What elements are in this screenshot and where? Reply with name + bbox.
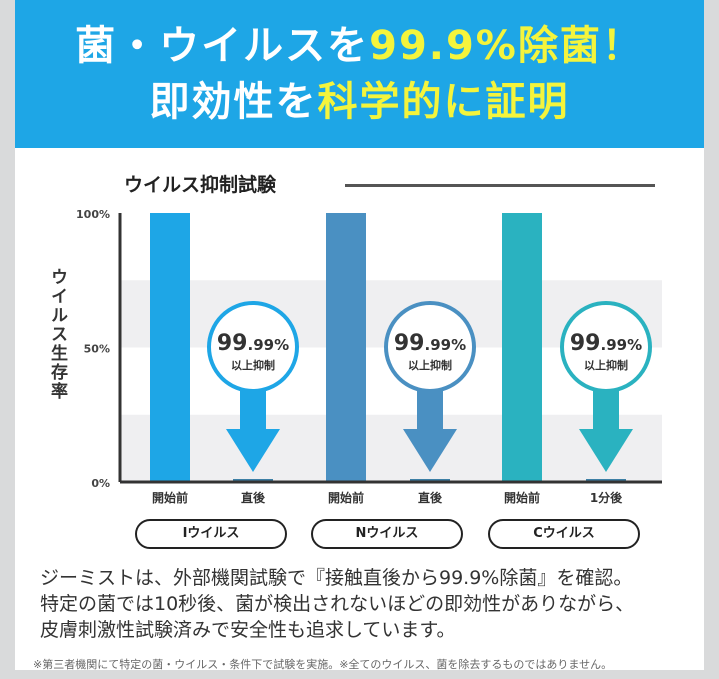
badge-circle [384,301,476,393]
arrow-shaft [593,387,619,432]
arrow-down-icon [403,429,457,472]
badge-subtext: 以上抑制 [408,358,452,372]
arrow-shaft [240,387,266,432]
grid-band [120,414,662,482]
bar [502,213,542,482]
group-label-n: Nウイルス [311,519,463,549]
x-tick-label: 開始前 [152,490,188,505]
badge-value: 99.99% [217,331,289,356]
title-divider [345,184,655,187]
y-tick-label: 100% [76,208,110,221]
badge-value: 99.99% [394,331,466,356]
arrow-shaft [417,387,443,432]
arrow-down-icon [579,429,633,472]
bar [326,213,366,482]
description-line: 皮膚刺激性試験済みで安全性も追求しています。 [40,619,456,641]
badge-circle [560,301,652,393]
group-label-c: Cウイルス [488,519,640,549]
badge-subtext: 以上抑制 [584,358,628,372]
badge-subtext: 以上抑制 [231,358,275,372]
header-banner: 菌・ウイルスを99.9%除菌！ 即効性を科学的に証明 [15,0,704,148]
x-tick-label: 開始前 [504,490,540,505]
headline-2b: 科学的に証明 [317,79,570,125]
y-axis-label: ウイルス生存率 [47,268,67,401]
footnote: ※第三者機関にて特定の菌・ウイルス・条件下で試験を実施。※全てのウイルス、菌を除… [33,658,613,671]
headline-1a: 菌・ウイルスを [75,23,370,69]
y-tick-label: 0% [91,477,110,490]
chart-title: ウイルス抑制試験 [124,174,277,196]
description-line: ジーミストは、外部機関試験で『接触直後から99.9%除菌』を確認。 [40,567,633,589]
bar [150,213,190,482]
x-tick-label: 直後 [241,490,266,505]
badge-value: 99.99% [570,331,642,356]
arrow-down-icon [226,429,280,472]
description-line: 特定の菌では10秒後、菌が検出されないほどの即効性がありながら、 [40,593,635,615]
badge-circle [207,301,299,393]
headline-1b: 99.9%除菌！ [369,23,644,69]
x-tick-label: 直後 [418,490,443,505]
x-tick-label: 1分後 [590,490,623,505]
group-label-i: Iウイルス [135,519,287,549]
x-tick-label: 開始前 [328,490,364,505]
y-tick-label: 50% [84,343,110,356]
headline-2a: 即効性を [149,79,318,125]
description: ジーミストは、外部機関試験で『接触直後から99.9%除菌』を確認。 特定の菌では… [40,565,634,643]
